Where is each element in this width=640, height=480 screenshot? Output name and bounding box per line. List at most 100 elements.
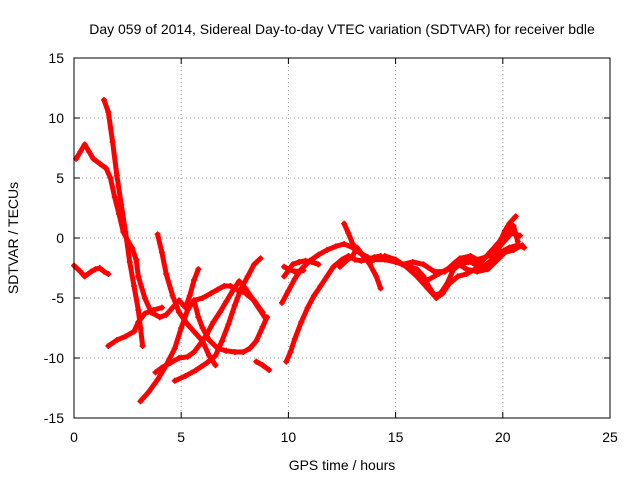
- data-point: [96, 265, 103, 271]
- data-point: [193, 367, 200, 373]
- data-point: [358, 257, 365, 264]
- data-point: [77, 268, 84, 275]
- data-point: [195, 266, 202, 273]
- x-tick-label: 15: [388, 429, 404, 445]
- data-point: [169, 292, 176, 299]
- data-point: [178, 325, 185, 331]
- x-tick-label: 25: [602, 429, 618, 445]
- series-arc-14: [281, 263, 307, 275]
- data-point: [171, 377, 178, 384]
- data-point: [111, 194, 118, 201]
- data-point: [126, 259, 133, 265]
- data-point: [231, 349, 238, 355]
- data-point: [139, 343, 146, 349]
- data-point: [131, 328, 138, 335]
- data-point: [409, 259, 416, 265]
- data-point: [176, 309, 183, 316]
- y-tick-label: 10: [48, 110, 64, 126]
- data-point: [330, 263, 337, 270]
- data-point: [86, 148, 93, 155]
- grid-lines: [74, 58, 610, 418]
- data-point: [266, 367, 273, 373]
- data-point: [298, 319, 305, 325]
- y-tick-label: 0: [56, 230, 64, 246]
- data-point: [248, 295, 255, 301]
- data-point: [103, 165, 110, 172]
- data-point: [484, 266, 491, 273]
- y-tick-label: -5: [52, 290, 65, 306]
- data-point: [471, 261, 478, 268]
- series-line: [172, 255, 263, 384]
- data-point: [399, 261, 406, 268]
- data-point: [278, 299, 285, 306]
- data-point: [311, 292, 318, 299]
- data-point: [137, 398, 144, 405]
- data-point: [291, 335, 298, 342]
- data-point: [253, 358, 260, 365]
- data-point: [351, 256, 358, 263]
- data-point: [437, 290, 444, 297]
- data-point: [323, 247, 330, 253]
- data-point: [356, 249, 363, 256]
- data-point: [381, 253, 388, 259]
- data-point: [424, 285, 431, 292]
- data-point: [435, 271, 442, 277]
- data-point: [208, 290, 215, 297]
- data-point: [113, 172, 120, 179]
- data-point: [184, 307, 191, 313]
- data-point: [167, 359, 174, 366]
- data-point: [414, 273, 421, 280]
- data-point: [251, 261, 258, 268]
- data-point: [223, 298, 230, 305]
- data-point: [263, 314, 270, 321]
- data-point: [113, 337, 120, 343]
- data-point: [118, 201, 125, 208]
- series-arc-8: [171, 255, 264, 384]
- data-point: [156, 314, 163, 321]
- data-point: [519, 242, 526, 249]
- y-tick-label: 5: [56, 170, 64, 186]
- data-point: [512, 213, 519, 220]
- data-point: [122, 229, 129, 235]
- data-point: [257, 255, 264, 262]
- data-point: [246, 345, 253, 352]
- series-arc-6: [154, 231, 219, 369]
- data-point: [444, 280, 451, 287]
- data-point: [96, 160, 103, 167]
- data-point: [176, 355, 183, 361]
- data-point: [308, 259, 315, 265]
- data-point: [214, 286, 221, 293]
- data-point: [493, 257, 500, 264]
- data-point: [141, 295, 148, 301]
- data-point: [259, 323, 266, 330]
- data-point: [81, 141, 88, 148]
- data-point: [154, 231, 161, 238]
- data-point: [414, 266, 421, 273]
- data-point: [296, 259, 303, 265]
- data-point: [480, 263, 487, 270]
- data-point: [424, 277, 431, 283]
- data-point: [506, 220, 513, 227]
- data-point: [135, 273, 142, 280]
- data-point: [221, 283, 228, 289]
- data-point: [478, 259, 485, 265]
- data-point: [456, 255, 463, 262]
- y-tick-label: 15: [48, 50, 64, 66]
- data-point: [182, 373, 189, 379]
- data-point: [88, 268, 95, 275]
- y-tick-label: -10: [44, 350, 64, 366]
- data-point: [349, 253, 356, 259]
- x-tick-label: 10: [281, 429, 297, 445]
- data-point: [489, 256, 496, 263]
- data-point: [135, 307, 142, 313]
- series-arc-3: [101, 97, 146, 349]
- data-point: [109, 139, 116, 145]
- data-point: [212, 352, 219, 359]
- x-tick-label: 5: [177, 429, 185, 445]
- series-line: [155, 231, 218, 368]
- data-point: [420, 273, 427, 280]
- data-point: [244, 273, 251, 280]
- data-point: [392, 256, 399, 263]
